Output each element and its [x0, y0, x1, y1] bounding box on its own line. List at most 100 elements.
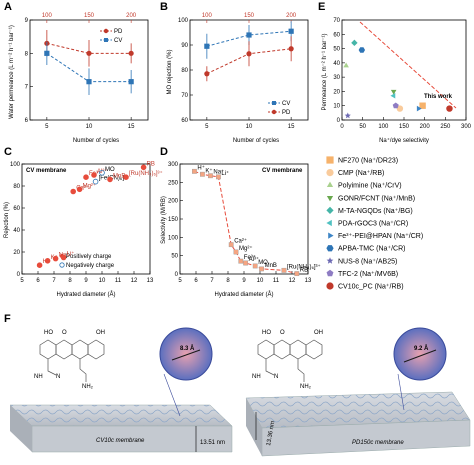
point-label: [Ru(NH₃)₆]³⁺ [287, 263, 321, 270]
panel-a-ylabel: Water permeance (L m⁻² h⁻¹ bar⁻¹) [9, 25, 15, 119]
data-point [233, 249, 239, 255]
panel-a: A Number of cycles Water permeance (L m⁻… [4, 1, 149, 144]
chem-label-nh2: NH₂ [82, 384, 94, 390]
data-point-pd [204, 71, 210, 77]
top-tick-label: 200 [126, 13, 137, 19]
legend-label-cv: CV [114, 38, 122, 44]
panel-d-tag: CV membrane [262, 168, 303, 174]
legend-label: GONR/FCNT (Na⁺/MnB) [338, 195, 415, 202]
molecule-structure-left [39, 339, 105, 382]
y-tick-label: 40 [13, 228, 20, 234]
chem-label-nh2-right: NH₂ [300, 384, 312, 390]
point-label: [Ru(NH₃)₆]³⁺ [129, 170, 163, 177]
top-tick-label: 200 [286, 13, 297, 19]
legend-marker-cv [104, 38, 108, 42]
legend-label: TFC-2 (Na⁺/MV6B) [338, 271, 398, 278]
panel-label-a: A [4, 1, 12, 13]
y-tick-label: 30 [333, 75, 340, 81]
panel-a-legend: PD CV [100, 28, 123, 44]
y-tick-label: 80 [181, 68, 188, 74]
data-point [123, 174, 129, 181]
legend-label: APBA-TMC (Na⁺/CR) [338, 246, 405, 253]
data-point [281, 267, 287, 273]
cv10c-thickness: 13.51 nm [200, 440, 225, 446]
top-tick-label: 100 [42, 13, 53, 19]
top-tick-label: 150 [244, 13, 255, 19]
series-line-cv [206, 30, 292, 47]
data-point [199, 171, 205, 177]
top-tick-label: 150 [84, 13, 95, 19]
panel-d: D Hydrated diameter (Å) Selectivity (M/R… [160, 146, 321, 298]
legend-label-cv-b: CV [282, 101, 290, 107]
panel-a-xlabel: Number of cycles [73, 138, 119, 144]
x-tick-label: 50 [359, 124, 366, 130]
data-point [99, 170, 105, 176]
x-tick-label: 150 [399, 124, 410, 130]
point-label: Ca²⁺ [234, 238, 247, 245]
panel-d-ylabel: Selectivity (M/RB) [161, 196, 167, 244]
x-tick-label: 11 [273, 278, 280, 284]
x-tick-label: 8 [226, 278, 230, 284]
pd150c-thickness: 13.36 nm [266, 421, 276, 447]
x-tick-label: 7 [210, 278, 214, 284]
x-tick-label: 10 [246, 124, 253, 130]
data-point [243, 260, 248, 266]
y-tick-label: 150 [168, 217, 179, 223]
legend-marker [326, 257, 334, 264]
point-label: Mg²⁺ [239, 245, 253, 252]
cv10c-zoom-leader [163, 373, 181, 417]
data-point [207, 173, 213, 179]
y-tick-label: 300 [168, 162, 179, 168]
point-label: MnB [113, 173, 125, 179]
legend-label-positive: Positively charge [66, 254, 112, 260]
panel-c-xlabel: Hydrated diameter (Å) [56, 291, 115, 298]
data-point [44, 257, 51, 264]
panel-e-upper-bound-line [359, 21, 457, 109]
panel-label-e: E [318, 1, 325, 13]
x-tick-label: 15 [288, 124, 295, 130]
legend-label: CV10c_PC (Na⁺/RB) [338, 284, 404, 291]
point-label: RB [300, 268, 308, 274]
chem-label-n: N [56, 374, 60, 380]
data-point [416, 105, 422, 112]
chem-label-ho: HO [44, 330, 53, 336]
legend-marker [326, 269, 334, 277]
data-point-cv [288, 28, 294, 34]
panel-b-ylabel: MO rejection (%) [167, 49, 173, 94]
cv10c-pore-scale [171, 349, 201, 361]
data-point [294, 271, 300, 277]
panel-b: B Number of cycles MO rejection (%) CV P… [160, 1, 309, 144]
point-label: MO [258, 260, 268, 266]
data-point-pd [246, 51, 252, 57]
y-tick-label: 40 [333, 61, 340, 67]
x-tick-label: 12 [289, 278, 296, 284]
data-point-cv [204, 43, 210, 49]
x-tick-label: 5 [205, 124, 209, 130]
panel-e: E Na⁺/dye selectivity Permeance (L m⁻² h… [318, 1, 472, 291]
panel-label-d: D [160, 146, 168, 158]
panel-label-b: B [160, 1, 168, 13]
data-point [83, 174, 89, 181]
y-tick-label: 100 [168, 235, 179, 241]
cv10c-pore-zoom [159, 327, 213, 381]
chem-label-nh-right: NH [252, 374, 261, 380]
y-tick-label: 60 [181, 118, 188, 124]
legend-label: Polyimine (Na⁺/CrV) [338, 183, 402, 190]
panel-c-tag: CV membrane [26, 168, 67, 174]
legend-marker [326, 219, 332, 227]
legend-label: CMP (Na⁺/RB) [338, 170, 384, 177]
chem-label-nh: NH [34, 374, 43, 380]
legend-marker-negative [59, 262, 65, 268]
point-label: Ca²⁺ [76, 185, 89, 192]
x-tick-label: 8 [68, 278, 72, 284]
data-point [91, 172, 97, 178]
legend-label-negative: Negatively charge [66, 263, 115, 269]
x-tick-label: 9 [242, 278, 246, 284]
x-tick-label: 6 [36, 278, 40, 284]
data-point [107, 176, 113, 183]
y-tick-label: 80 [13, 184, 20, 190]
point-label: K⁺ [205, 167, 212, 174]
data-point [92, 178, 99, 185]
legend-marker [326, 245, 334, 252]
